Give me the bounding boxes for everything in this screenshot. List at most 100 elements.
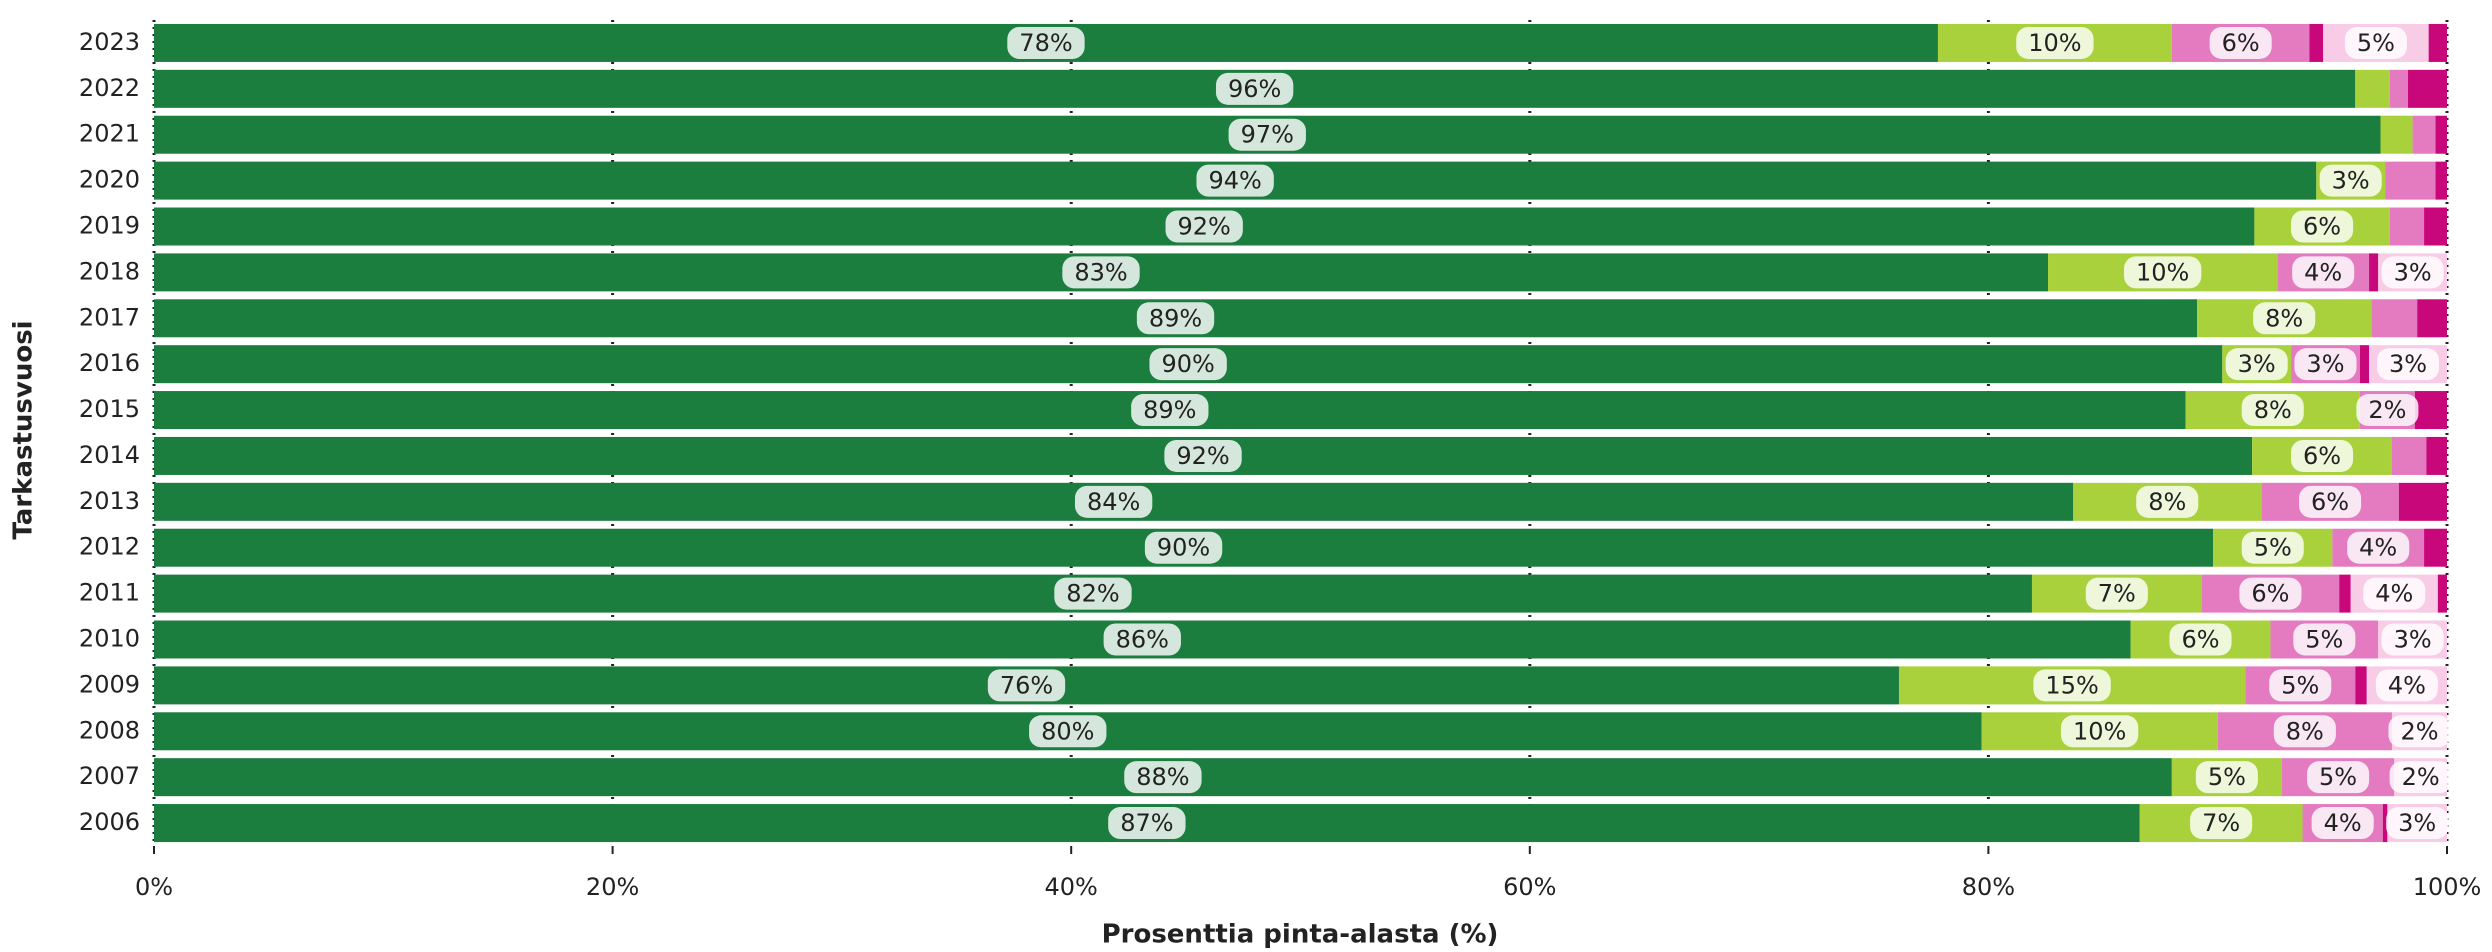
value-label-bg bbox=[2123, 256, 2202, 289]
value-label-bg bbox=[2290, 439, 2354, 472]
value-label: 88% bbox=[1136, 763, 1189, 791]
value-label: 90% bbox=[1161, 350, 1214, 378]
value-label: 82% bbox=[1066, 580, 1119, 608]
y-tick-label: 2009 bbox=[79, 670, 140, 698]
value-label-bg bbox=[2269, 669, 2332, 702]
value-label-bg bbox=[2347, 531, 2410, 564]
y-tick-label: 2006 bbox=[79, 808, 140, 836]
value-label: 3% bbox=[2394, 258, 2432, 286]
value-label-bg bbox=[2363, 577, 2426, 610]
y-tick-label: 2013 bbox=[79, 487, 140, 515]
value-label-bg bbox=[2299, 485, 2362, 518]
y-axis-title: Tarkastusvuosi bbox=[9, 320, 39, 539]
value-label: 2% bbox=[2368, 396, 2406, 424]
value-label-bg bbox=[2241, 531, 2304, 564]
value-label-bg bbox=[2239, 577, 2302, 610]
value-label: 3% bbox=[2394, 626, 2432, 654]
y-tick-label: 2019 bbox=[79, 212, 140, 240]
bar-segment bbox=[2339, 574, 2351, 613]
y-tick-label: 2017 bbox=[79, 303, 140, 331]
y-tick-label: 2014 bbox=[79, 441, 140, 469]
value-label: 96% bbox=[1228, 75, 1281, 103]
bar-segment bbox=[2389, 69, 2409, 108]
value-label-bg bbox=[1136, 302, 1215, 335]
value-label: 97% bbox=[1241, 121, 1294, 149]
bar-segment bbox=[2389, 207, 2425, 246]
value-label: 90% bbox=[1157, 534, 1210, 562]
x-tick-label: 60% bbox=[1503, 873, 1556, 901]
value-label: 94% bbox=[1208, 167, 1261, 195]
y-tick-label: 2007 bbox=[79, 762, 140, 790]
value-label: 3% bbox=[2306, 350, 2344, 378]
value-label-bg bbox=[2169, 623, 2232, 656]
value-label-bg bbox=[2253, 302, 2316, 335]
x-tick-label: 0% bbox=[135, 873, 173, 901]
value-label-bg bbox=[1228, 118, 1306, 151]
bar-segment bbox=[2408, 69, 2447, 108]
value-label-bg bbox=[1164, 439, 1242, 472]
bar-segment bbox=[2412, 115, 2436, 154]
value-label-bg bbox=[1007, 26, 1085, 59]
value-label-bg bbox=[2190, 807, 2253, 840]
bar-segment bbox=[2309, 23, 2324, 62]
grid bbox=[152, 20, 2449, 854]
value-label-bg bbox=[1062, 256, 1140, 289]
bar-segment bbox=[2355, 666, 2367, 705]
value-label-bg bbox=[2273, 715, 2336, 748]
value-label-bg bbox=[2209, 26, 2272, 59]
x-tick-label: 40% bbox=[1045, 873, 1098, 901]
value-label-bg bbox=[2016, 26, 2094, 59]
value-label: 78% bbox=[1019, 29, 1072, 57]
bar-segment bbox=[2359, 345, 2370, 384]
value-label: 5% bbox=[2319, 763, 2357, 791]
value-label: 89% bbox=[1149, 304, 1202, 332]
y-tick-label: 2016 bbox=[79, 349, 140, 377]
value-label-bg bbox=[2225, 348, 2288, 381]
value-label-bg bbox=[1074, 485, 1153, 518]
y-tick-label: 2023 bbox=[79, 28, 140, 56]
value-label: 2% bbox=[2400, 717, 2438, 745]
bar-segment bbox=[2371, 299, 2418, 338]
value-label: 5% bbox=[2357, 29, 2395, 57]
value-label-bg bbox=[2388, 715, 2451, 748]
value-label: 83% bbox=[1074, 258, 1127, 286]
bar-segment bbox=[2424, 207, 2447, 246]
value-label: 89% bbox=[1143, 396, 1196, 424]
x-tick-label: 20% bbox=[586, 873, 639, 901]
value-label-bg bbox=[1054, 577, 1132, 610]
bar-segment bbox=[2426, 436, 2447, 475]
x-axis-title: Prosenttia pinta-alasta (%) bbox=[1102, 920, 1499, 950]
value-label: 92% bbox=[1176, 442, 1229, 470]
y-tick-label: 2011 bbox=[79, 579, 140, 607]
value-label: 2% bbox=[2402, 763, 2440, 791]
value-label-bg bbox=[1196, 164, 1274, 197]
value-label-bg bbox=[2290, 210, 2354, 243]
value-label: 4% bbox=[2324, 809, 2362, 837]
value-label-bg bbox=[1144, 531, 1223, 564]
value-label: 15% bbox=[2045, 671, 2098, 699]
value-label: 6% bbox=[2181, 626, 2219, 654]
value-label-bg bbox=[2356, 394, 2419, 427]
value-label: 8% bbox=[2148, 488, 2186, 516]
value-label: 6% bbox=[2222, 29, 2260, 57]
bar-segment bbox=[2424, 528, 2447, 567]
value-label-bg bbox=[2344, 26, 2407, 59]
value-label: 3% bbox=[2238, 350, 2276, 378]
bar-segment bbox=[2417, 299, 2447, 338]
bar-segment bbox=[2382, 804, 2388, 843]
value-label-bg bbox=[2060, 715, 2139, 748]
value-label: 8% bbox=[2254, 396, 2292, 424]
y-tick-label: 2012 bbox=[79, 533, 140, 561]
value-label: 4% bbox=[2304, 258, 2342, 286]
value-label-bg bbox=[1215, 72, 1294, 105]
bar-segment bbox=[2435, 161, 2447, 200]
value-label-bg bbox=[2294, 348, 2357, 381]
value-label-bg bbox=[1124, 761, 1202, 794]
value-label-bg bbox=[1029, 715, 1107, 748]
bar-segment bbox=[2355, 69, 2390, 108]
y-tick-label: 2021 bbox=[79, 120, 140, 148]
y-tick-label: 2010 bbox=[79, 625, 140, 653]
value-label: 3% bbox=[2389, 350, 2427, 378]
value-label: 8% bbox=[2286, 717, 2324, 745]
value-label: 92% bbox=[1178, 213, 1231, 241]
